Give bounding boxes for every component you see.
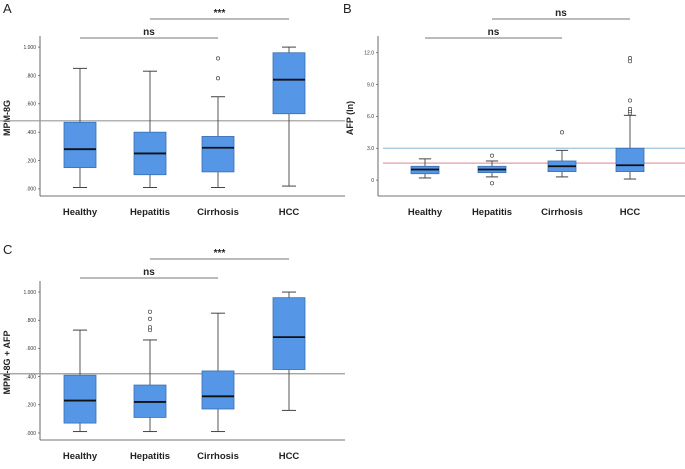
y-tick-label: .400 [26,130,36,136]
panel-c-svg: C .000 .200 .400 .600 .800 1.000 MPM-8G + AFP H… [0,242,345,462]
y-tick-label: .200 [26,158,36,164]
y-tick-label: 1.000 [23,290,36,296]
category-label: Healthy [63,451,98,462]
box-hepatitis [133,309,167,433]
box-iqr [63,374,97,424]
panel-letter: C [3,242,12,257]
outlier-point [627,98,633,103]
box-cirrhosis [547,130,577,178]
outlier-point [559,130,565,135]
box-cirrhosis [201,312,235,433]
box-iqr [201,136,235,173]
category-label: Hepatitis [472,207,512,218]
panel-c: C .000 .200 .400 .600 .800 1.000 MPM-8G + AFP H… [0,240,345,464]
box-iqr [272,297,306,370]
outlier-point [627,106,633,112]
y-tick-label: .400 [26,374,36,380]
category-label: HCC [620,207,641,218]
panel-a-svg: A .000 .200 .400 .600 .800 1.000 MPM-8G Healthy… [0,1,345,218]
outlier-point [489,153,495,158]
outlier-point [147,325,153,330]
y-tick-label: .800 [26,318,36,324]
y-tick-label: 9.0 [367,82,374,88]
category-label: HCC [279,207,300,218]
y-tick-label: 3.0 [367,146,374,152]
y-tick-label: 6.0 [367,114,374,120]
outlier-point [147,309,153,314]
panel-b: B 0 3.0 6.0 9.0 12.0 AFP (ln) Healthy Hepatitis… [343,0,685,225]
significance-label: *** [214,248,226,259]
panel-a: A .000 .200 .400 .600 .800 1.000 MPM-8G Healthy… [0,0,345,225]
box-iqr [201,370,235,410]
box-hcc [272,46,306,187]
category-label: Hepatitis [130,451,170,462]
box-hepatitis [477,153,507,186]
y-tick-label: .000 [26,187,36,193]
y-tick-label: .000 [26,431,36,437]
box-iqr [63,121,97,169]
category-label: Cirrhosis [197,207,239,218]
y-tick-label: .200 [26,403,36,409]
panel-b-svg: B 0 3.0 6.0 9.0 12.0 AFP (ln) Healthy Hepatitis… [343,1,685,218]
plot-area: .000 .200 .400 .600 .800 1.000 MPM-8G Healthy He… [0,8,345,218]
category-label: Cirrhosis [197,451,239,462]
outlier-point [627,55,633,61]
category-label: Healthy [408,207,443,218]
y-tick-label: .600 [26,346,36,352]
outlier-point [147,316,153,321]
outlier-point [215,56,221,61]
box-hepatitis [133,70,167,188]
box-iqr [272,52,306,115]
y-tick-label: 0 [371,178,374,184]
outlier-point [489,181,495,186]
y-axis-title: MPM-8G + AFP [2,331,12,395]
significance-label: ns [555,8,567,19]
category-label: Hepatitis [130,207,170,218]
box-healthy [63,67,97,188]
y-tick-label: 12.0 [364,51,374,57]
box-hcc [615,55,645,180]
plot-area: .000 .200 .400 .600 .800 1.000 MPM-8G + AFP Hea… [0,248,345,462]
significance-label: ns [488,27,500,38]
box-healthy [410,158,440,179]
box-cirrhosis [201,56,235,188]
y-tick-label: .800 [26,73,36,79]
panel-letter: B [343,1,352,16]
plot-area: 0 3.0 6.0 9.0 12.0 AFP (ln) Healthy Hepatitis Ci… [345,8,685,218]
y-axis-title: AFP (ln) [345,101,355,135]
y-tick-label: 1.000 [23,45,36,51]
box-iqr [615,147,645,172]
box-healthy [63,329,97,433]
outlier-point [215,76,221,81]
significance-label: ns [143,27,155,38]
category-label: Healthy [63,207,98,218]
y-axis-title: MPM-8G [2,100,12,136]
box-hcc [272,291,306,411]
y-tick-label: .600 [26,102,36,108]
panel-letter: A [3,1,12,16]
category-label: HCC [279,451,300,462]
category-label: Cirrhosis [541,207,583,218]
significance-label: ns [143,267,155,278]
significance-label: *** [214,8,226,19]
